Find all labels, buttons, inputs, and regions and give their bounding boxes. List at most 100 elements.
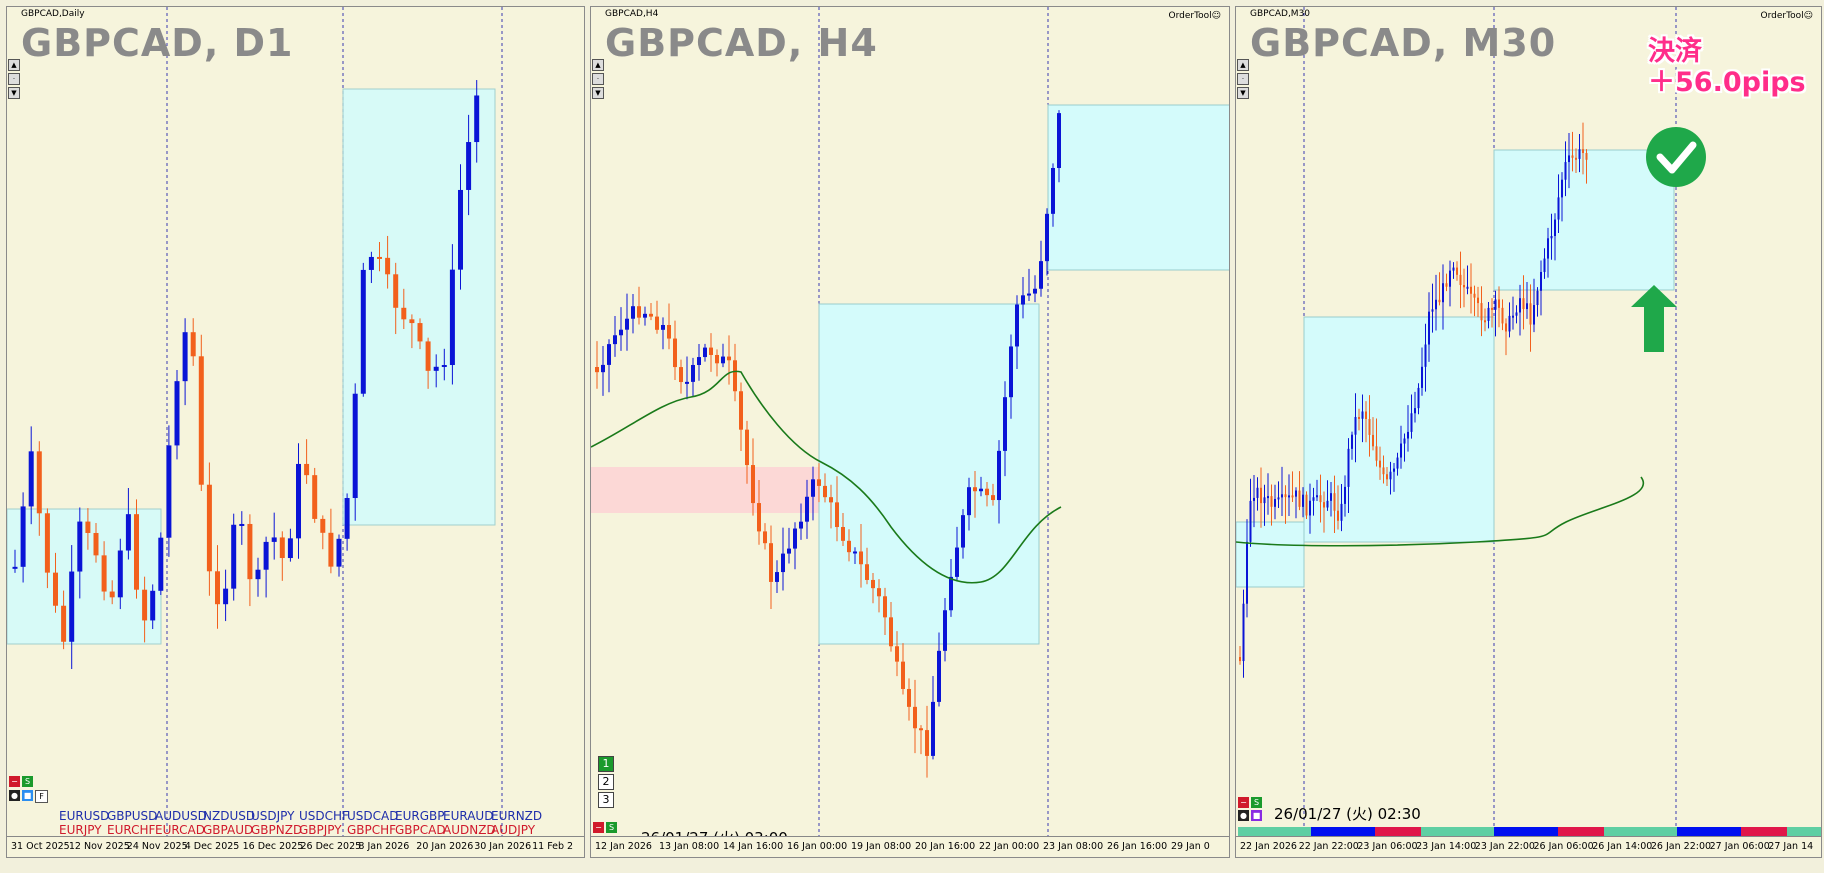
candle-body xyxy=(799,521,803,529)
symbol-eurnzd[interactable]: EURNZD xyxy=(491,809,543,823)
candle-body xyxy=(1547,238,1549,259)
number-button-1[interactable]: 1 xyxy=(598,756,614,772)
scroll-down-icon[interactable]: ▼ xyxy=(1237,87,1249,99)
scroll-up-icon[interactable]: ▲ xyxy=(8,59,20,71)
candle-body xyxy=(697,357,701,365)
scroll-down-icon[interactable]: ▼ xyxy=(592,87,604,99)
symbol-audnzd[interactable]: AUDNZD xyxy=(443,823,496,837)
candle-body xyxy=(1529,303,1532,325)
candle-body xyxy=(1015,304,1019,347)
candle-body xyxy=(255,569,261,580)
symbol-gbpcad[interactable]: GBPCAD xyxy=(395,823,446,837)
symbol-nzdusd[interactable]: NZDUSD xyxy=(203,809,256,823)
purple-square-icon[interactable]: ■ xyxy=(1251,810,1262,821)
candle-body xyxy=(649,313,653,317)
symbol-eurusd[interactable]: EURUSD xyxy=(59,809,110,823)
symbol-eurjpy[interactable]: EURJPY xyxy=(59,823,102,837)
candle-body xyxy=(1288,495,1290,498)
f-button[interactable]: F xyxy=(35,790,48,803)
candle-body xyxy=(401,307,407,320)
symbol-gbpjpy[interactable]: GBPJPY xyxy=(299,823,342,837)
time-axis-label: 4 Dec 2025 xyxy=(184,841,240,852)
settings-icon[interactable]: ● xyxy=(9,790,20,801)
order-tool-label[interactable]: OrderTool☺ xyxy=(1760,11,1813,21)
order-tool-label[interactable]: OrderTool☺ xyxy=(1168,11,1221,21)
chart-side-buttons[interactable]: ▲ · ▼ xyxy=(8,59,20,101)
candle-body xyxy=(1305,494,1308,516)
candle-body xyxy=(1431,309,1434,312)
symbol-eurcad[interactable]: EURCAD xyxy=(155,823,205,837)
symbol-usdcad[interactable]: USDCAD xyxy=(347,809,399,823)
time-axis-label: 12 Jan 2026 xyxy=(595,841,652,852)
zoom-icon[interactable]: · xyxy=(1237,73,1249,85)
symbol-gbpchf[interactable]: GBPCHF xyxy=(347,823,397,837)
candle-body xyxy=(344,498,350,539)
candle-body xyxy=(997,450,1001,501)
zoom-icon[interactable]: · xyxy=(8,73,20,85)
candle-body xyxy=(1281,494,1283,498)
candle-body xyxy=(158,537,164,591)
chart-panel-m30[interactable]: GBPCAD,M30 OrderTool☺ GBPCAD, M30 ▲ · ▼ − … xyxy=(1235,6,1822,858)
chart-panel-h4[interactable]: GBPCAD,H4 OrderTool☺ GBPCAD, H4 ▲ · ▼ 1 2 … xyxy=(590,6,1230,858)
candle-body xyxy=(931,701,935,756)
range-box-pink xyxy=(591,467,821,513)
candle-body xyxy=(775,572,779,582)
candle-body xyxy=(1582,149,1584,154)
time-axis-label: 27 Jan 14 xyxy=(1768,841,1814,852)
symbol-eurgbp[interactable]: EURGBP xyxy=(395,809,445,823)
candle-body xyxy=(595,367,599,373)
settle-label: 決済 xyxy=(1648,36,1702,67)
chart-side-buttons[interactable]: ▲ · ▼ xyxy=(1237,59,1249,101)
blue-square-icon[interactable]: ■ xyxy=(22,790,33,801)
chart-big-title: GBPCAD, M30 xyxy=(1250,21,1557,65)
chart-panel-d1[interactable]: GBPCAD,Daily GBPCAD, D1 ▲ · ▼ − S ● ■ F EU… xyxy=(6,6,585,858)
symbol-usdchf[interactable]: USDCHF xyxy=(299,809,349,823)
minus-button[interactable]: − xyxy=(9,776,20,787)
candle-body xyxy=(841,527,845,541)
symbol-gbpnzd[interactable]: GBPNZD xyxy=(251,823,303,837)
candle-body xyxy=(1263,497,1266,504)
minus-button[interactable]: − xyxy=(1238,797,1249,808)
candle-body xyxy=(206,484,212,572)
candle-body xyxy=(320,518,326,533)
candle-body xyxy=(182,332,188,382)
candle-body xyxy=(1515,312,1518,316)
minus-button[interactable]: − xyxy=(593,822,604,833)
candle-body xyxy=(1449,270,1451,287)
symbol-usdjpy[interactable]: USDJPY xyxy=(251,809,295,823)
candle-body xyxy=(328,532,334,567)
symbol-euraud[interactable]: EURAUD xyxy=(443,809,494,823)
candle-body xyxy=(1057,113,1061,168)
zoom-icon[interactable]: · xyxy=(592,73,604,85)
candle-body xyxy=(1407,431,1409,439)
symbol-gbpaud[interactable]: GBPAUD xyxy=(203,823,254,837)
candle-body xyxy=(1424,344,1427,367)
s-button[interactable]: S xyxy=(1251,797,1262,808)
chart-side-buttons[interactable]: ▲ · ▼ xyxy=(592,59,604,101)
candle-body xyxy=(973,487,977,492)
symbol-audusd[interactable]: AUDUSD xyxy=(155,809,207,823)
scroll-down-icon[interactable]: ▼ xyxy=(8,87,20,99)
symbol-audjpy[interactable]: AUDJPY xyxy=(491,823,536,837)
candle-body xyxy=(1347,448,1350,487)
candle-body xyxy=(1564,162,1567,180)
s-button[interactable]: S xyxy=(606,822,617,833)
moving-average-line xyxy=(1236,476,1645,547)
candle-body xyxy=(757,503,761,532)
candle-body xyxy=(1375,446,1378,461)
scroll-up-icon[interactable]: ▲ xyxy=(1237,59,1249,71)
symbol-gbpusd[interactable]: GBPUSD xyxy=(107,809,158,823)
candle-body xyxy=(703,347,707,358)
candle-body xyxy=(1543,258,1546,272)
scroll-up-icon[interactable]: ▲ xyxy=(592,59,604,71)
number-button-2[interactable]: 2 xyxy=(598,774,614,790)
symbol-eurchf[interactable]: EURCHF xyxy=(107,823,156,837)
candle-body xyxy=(1445,283,1448,287)
s-button[interactable]: S xyxy=(22,776,33,787)
candle-body xyxy=(1033,288,1037,294)
candle-body xyxy=(304,463,310,476)
settings-icon[interactable]: ● xyxy=(1238,810,1249,821)
candle-body xyxy=(336,538,342,567)
number-button-3[interactable]: 3 xyxy=(598,792,614,808)
candle-body xyxy=(1382,467,1385,475)
